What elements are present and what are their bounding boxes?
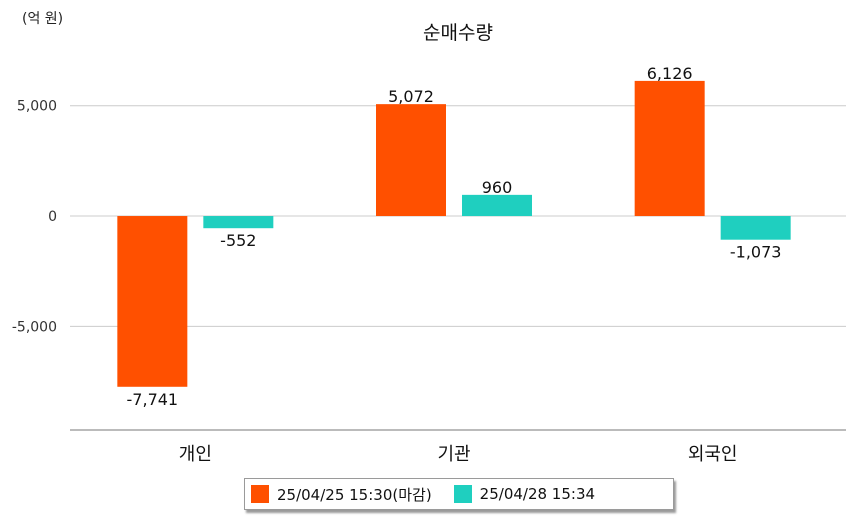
x-axis: 개인 기관 외국인 [70, 429, 846, 465]
gridlines [70, 105, 846, 327]
y-tick-label: 0 [48, 209, 57, 225]
bar [376, 104, 446, 217]
y-tick-label: -5,000 [12, 319, 57, 335]
legend-item-series-2[interactable]: 25/04/28 15:34 [453, 485, 596, 503]
legend-label: 25/04/28 15:34 [479, 485, 596, 503]
unit-label: (억 원) [22, 11, 64, 27]
legend: 25/04/25 15:30(마감) 25/04/28 15:34 [244, 478, 674, 510]
chart-title: 순매수량 [423, 22, 493, 44]
x-tick-label: 개인 [179, 444, 212, 465]
bar [462, 194, 532, 217]
bar [720, 216, 791, 240]
bar [634, 80, 705, 217]
data-label: -552 [220, 231, 256, 250]
x-tick-label: 외국인 [688, 444, 738, 465]
data-label: 6,126 [647, 64, 693, 83]
bar [203, 216, 274, 229]
data-label: -1,073 [730, 243, 782, 262]
data-label: -7,741 [127, 390, 179, 409]
legend-swatch [251, 485, 269, 503]
data-label: 5,072 [388, 87, 434, 106]
y-axis: 5,000 0 -5,000 [12, 99, 57, 336]
y-tick-label: 5,000 [17, 99, 57, 115]
bar [117, 216, 188, 387]
legend-label: 25/04/25 15:30(마감) [277, 485, 432, 504]
legend-swatch [453, 485, 472, 503]
legend-item-series-1[interactable]: 25/04/25 15:30(마감) [251, 484, 432, 505]
bars: -7,741 -552 5,072 960 6,126 -1,073 [117, 64, 791, 409]
x-tick-label: 기관 [437, 444, 470, 465]
data-label: 960 [482, 178, 513, 197]
